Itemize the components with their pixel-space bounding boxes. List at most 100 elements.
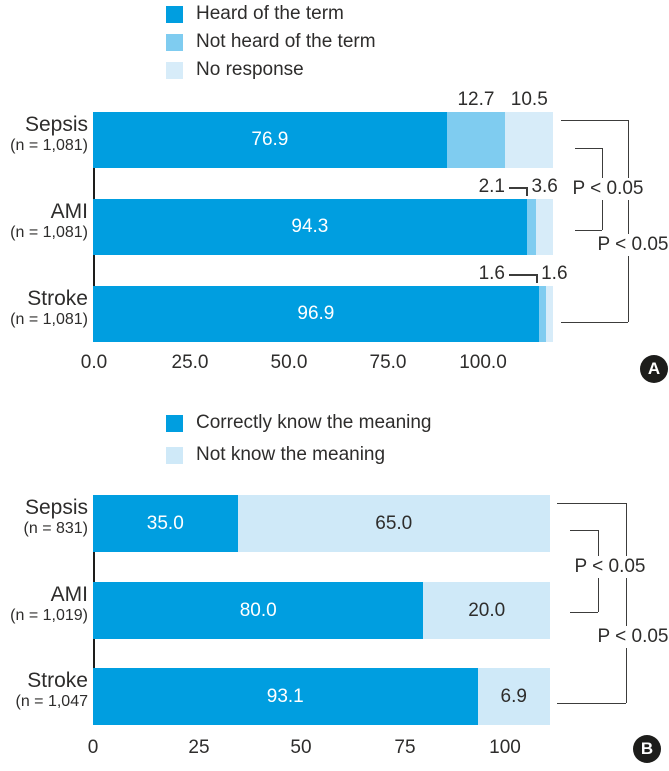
panel-badge-a: A [640, 355, 668, 383]
bracket-line [557, 503, 626, 505]
bar-row: 96.9 [93, 286, 554, 342]
category-n: (n = 1,081) [10, 137, 88, 154]
legend-swatch-icon [166, 5, 183, 23]
legend-swatch-icon [166, 33, 183, 51]
category-label: Stroke (n = 1,047 [0, 669, 89, 712]
value-label: 94.3 [291, 216, 329, 237]
bracket-line [626, 503, 628, 703]
bracket-line [570, 612, 598, 614]
value-label: 65.0 [375, 512, 413, 534]
legend-swatch-icon [166, 61, 183, 79]
bracket-line [575, 148, 602, 150]
category-name: Stroke [27, 287, 88, 310]
value-label: 2.1 [478, 176, 505, 197]
panel-badge-b: B [633, 735, 661, 763]
bar-row: 80.0 20.0 [93, 582, 550, 639]
legend-label: Heard of the term [196, 3, 344, 24]
x-tick-label: 75.0 [369, 352, 407, 373]
value-label: 12.7 [457, 89, 495, 110]
bracket-line [561, 120, 628, 122]
bar-row: 94.3 [93, 199, 553, 255]
value-label: 10.5 [510, 89, 548, 110]
bar-segment: 35.0 [93, 495, 238, 552]
bracket-line [557, 703, 626, 705]
category-name: Stroke [27, 669, 88, 692]
category-name: AMI [50, 200, 88, 223]
legend-label: No response [196, 59, 304, 80]
bar-segment: 76.9 [93, 112, 447, 168]
bracket-line [575, 230, 602, 232]
legend-item: No response [166, 59, 304, 81]
bar-segment [505, 112, 554, 168]
value-label: 20.0 [468, 599, 506, 621]
category-label: AMI (n = 1,019) [0, 583, 88, 626]
category-n: (n = 1,081) [10, 224, 88, 241]
category-n: (n = 1,081) [10, 311, 88, 328]
bracket-line [561, 322, 628, 324]
legend-label: Not know the meaning [196, 444, 386, 465]
bar-segment: 6.9 [477, 668, 550, 725]
legend-label: Not heard of the term [196, 31, 376, 52]
value-label: 76.9 [251, 129, 289, 150]
bar-segment [546, 286, 554, 342]
leader-line [509, 187, 527, 189]
bar-segment: 94.3 [93, 199, 527, 255]
value-label: 80.0 [239, 599, 277, 621]
x-tick-label: 25 [188, 737, 210, 758]
leader-line [509, 274, 537, 276]
category-n: (n = 1,019) [10, 607, 88, 624]
value-label: 1.6 [541, 263, 568, 284]
category-n: (n = 1,047 [15, 693, 89, 710]
bar-segment: 93.1 [93, 668, 478, 725]
legend-label: Correctly know the meaning [196, 412, 432, 433]
x-tick-label: 50.0 [270, 352, 308, 373]
category-label: Sepsis (n = 831) [0, 496, 88, 539]
value-label: 93.1 [266, 685, 304, 707]
bar-segment: 96.9 [93, 286, 539, 342]
x-tick-label: 50 [290, 737, 312, 758]
bar-row: 93.1 6.9 [93, 668, 550, 725]
x-tick-label: 0 [87, 737, 99, 758]
bar-segment [526, 199, 537, 255]
p-value-label: P < 0.05 [570, 178, 646, 200]
value-label: 6.9 [500, 685, 527, 707]
category-label: Stroke (n = 1,081) [0, 287, 88, 330]
legend-item: Heard of the term [166, 3, 344, 25]
bar-segment [536, 199, 553, 255]
legend-item: Not know the meaning [166, 444, 385, 466]
value-label: 35.0 [146, 512, 184, 534]
bracket-line [628, 120, 630, 322]
legend-item: Not heard of the term [166, 31, 376, 53]
bracket-line [570, 530, 598, 532]
value-label: 1.6 [478, 263, 505, 284]
x-tick-label: 100.0 [459, 352, 507, 373]
bar-segment [446, 112, 506, 168]
x-tick-label: 25.0 [171, 352, 209, 373]
value-label: 96.9 [297, 303, 335, 324]
legend-swatch-icon [166, 446, 183, 464]
legend-item: Correctly know the meaning [166, 412, 432, 434]
bar-segment: 20.0 [423, 582, 550, 639]
category-name: AMI [50, 583, 88, 606]
bar-row: 76.9 [93, 112, 554, 168]
x-tick-label: 75 [394, 737, 416, 758]
category-label: AMI (n = 1,081) [0, 200, 88, 243]
leader-line [536, 274, 538, 283]
p-value-label: P < 0.05 [595, 234, 669, 256]
category-n: (n = 831) [23, 520, 88, 537]
bar-segment: 65.0 [237, 495, 550, 552]
p-value-label: P < 0.05 [572, 556, 648, 578]
category-label: Sepsis (n = 1,081) [0, 113, 88, 156]
legend-swatch-icon [166, 414, 183, 432]
bar-segment: 80.0 [93, 582, 424, 639]
category-name: Sepsis [24, 113, 88, 136]
x-tick-label: 0.0 [80, 352, 108, 373]
value-label: 3.6 [531, 176, 558, 197]
bar-row: 35.0 65.0 [93, 495, 550, 552]
leader-line [526, 187, 528, 196]
p-value-label: P < 0.05 [595, 626, 669, 648]
x-tick-label: 100 [489, 737, 521, 758]
